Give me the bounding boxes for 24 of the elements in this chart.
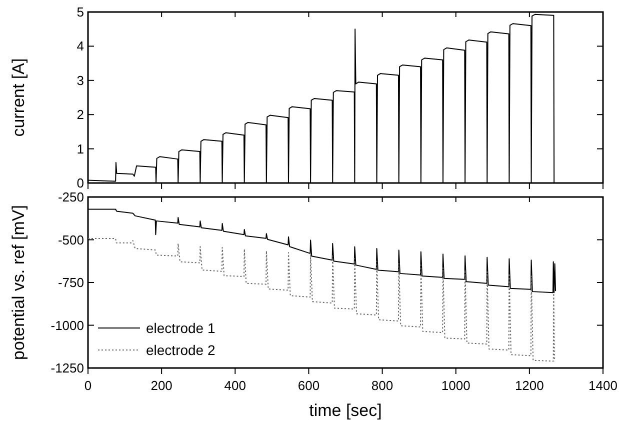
- x-tick-label: 1400: [588, 378, 618, 393]
- y-tick-label: -750: [58, 275, 84, 290]
- line-series: [88, 238, 555, 362]
- y-tick-label: 5: [76, 4, 84, 20]
- x-tick-label: 800: [371, 378, 394, 393]
- legend-label: electrode 2: [146, 342, 216, 358]
- y-axis-title: current [A]: [9, 58, 28, 137]
- y-tick-label: -250: [58, 190, 84, 204]
- x-axis-title: time [sec]: [309, 401, 382, 420]
- y-tick-label: -1250: [50, 360, 84, 376]
- y-tick-label: -1000: [50, 318, 84, 333]
- y-tick-label: 4: [76, 38, 84, 54]
- x-tick-label: 1200: [514, 378, 544, 393]
- x-tick-label: 600: [298, 378, 320, 393]
- y-tick-label: -500: [58, 232, 84, 248]
- y-tick-label: 0: [76, 176, 84, 190]
- y-tick-label: 1: [76, 141, 84, 156]
- x-tick-label: 200: [150, 378, 172, 393]
- y-tick-label: 3: [76, 72, 84, 88]
- x-tick-label: 400: [224, 378, 246, 393]
- y-axis-title: potential vs. ref [mV]: [9, 205, 28, 360]
- legend-label: electrode 1: [146, 320, 216, 336]
- x-tick-label: 1000: [441, 378, 470, 393]
- y-tick-label: 2: [76, 107, 84, 122]
